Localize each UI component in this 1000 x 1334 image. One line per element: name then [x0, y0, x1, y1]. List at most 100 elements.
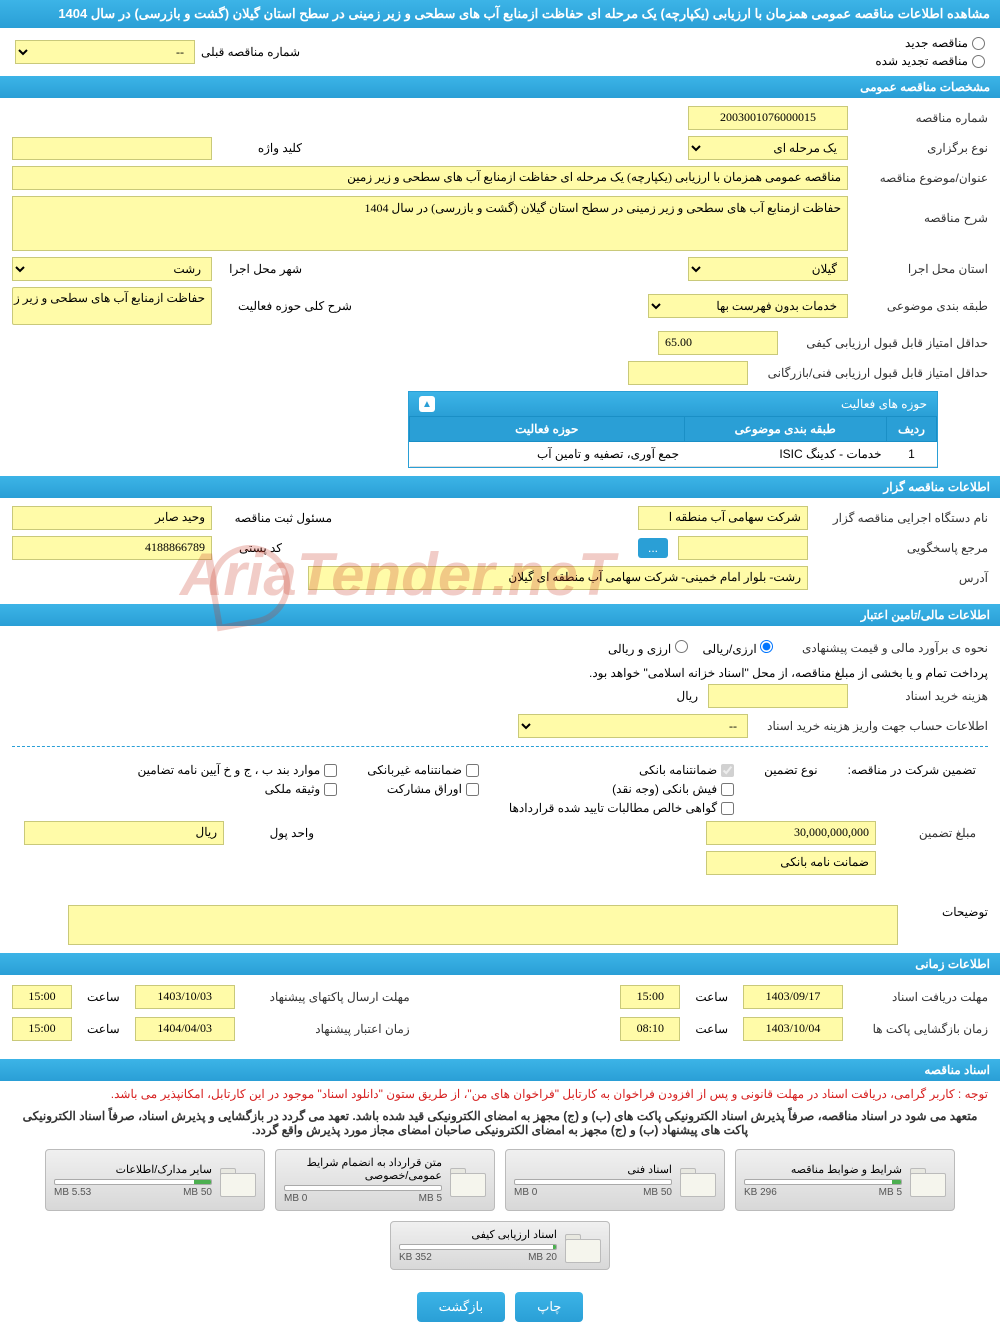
title-value: مناقصه عمومی همزمان با ارزیابی (یکپارچه)…: [12, 166, 848, 190]
property-label: وثیقه ملکی: [265, 782, 321, 796]
response-lookup-button[interactable]: ...: [638, 538, 668, 558]
receive-label: مهلت دریافت اسناد: [858, 990, 988, 1004]
receive-hour-label: ساعت: [695, 990, 728, 1004]
doc-card[interactable]: اسناد ارزیابی کیفی 20 MB 352 KB: [390, 1221, 610, 1270]
validity-date: 1404/04/03: [135, 1017, 235, 1041]
org-label: نام دستگاه اجرایی مناقصه گزار: [818, 511, 988, 525]
nonbank-guarantee-label: ضمانتنامه غیربانکی: [367, 763, 462, 777]
tender-type-row: مناقصه جدید مناقصه تجدید شده شماره مناقص…: [0, 28, 1000, 76]
participate-label: تضمین شرکت در مناقصه:: [848, 763, 976, 777]
docs-notice: توجه : کاربر گرامی، دریافت اسناد در مهلت…: [0, 1081, 1000, 1107]
new-tender-label: مناقصه جدید: [905, 36, 968, 50]
estimate-label: نحوه ی برآورد مالی و قیمت پیشنهادی: [788, 641, 988, 655]
nonbank-guarantee-check[interactable]: ضمانتنامه غیربانکی: [367, 763, 479, 777]
button-row: چاپ بازگشت: [0, 1280, 1000, 1334]
doc-card[interactable]: شرایط و ضوابط مناقصه 5 MB 296 KB: [735, 1149, 955, 1211]
account-select[interactable]: --: [518, 714, 748, 738]
folder-icon: [220, 1165, 256, 1195]
unit-value: ریال: [24, 821, 224, 845]
activity-panel-header: حوزه های فعالیت ▲: [409, 392, 937, 416]
min-quality-label: حداقل امتیاز قابل قبول ارزیابی کیفی: [788, 336, 988, 350]
net-claims-check[interactable]: گواهی خالص مطالبات تایید شده قراردادها: [509, 801, 734, 815]
doc-card[interactable]: متن قرارداد به انضمام شرایط عمومی/خصوصی …: [275, 1149, 495, 1211]
progress-bar: [284, 1185, 442, 1191]
registrar-value: وحید صابر: [12, 506, 212, 530]
send-date: 1403/10/03: [135, 985, 235, 1009]
city-select[interactable]: رشت: [12, 257, 212, 281]
notes-label: توضیحات: [908, 905, 988, 919]
docs-notice2: متعهد می شود در اسناد مناقصه، صرفاً پذیر…: [0, 1107, 1000, 1139]
activity-table: ردیف طبقه بندی موضوعی حوزه فعالیت 1 خدما…: [409, 416, 937, 467]
folder-icon: [450, 1165, 486, 1195]
new-tender-radio[interactable]: مناقصه جدید: [875, 36, 985, 50]
validity-hour-label: ساعت: [87, 1022, 120, 1036]
min-tech: [628, 361, 748, 385]
send-hour: 15:00: [12, 985, 72, 1009]
currency-label: ارزی و ریالی: [608, 642, 671, 656]
doc-card[interactable]: سایر مدارک/اطلاعات 50 MB 5.53 MB: [45, 1149, 265, 1211]
notes-textarea[interactable]: [68, 905, 898, 945]
doc-used: 0 MB: [514, 1187, 537, 1198]
desc-textarea[interactable]: حفاظت ازمنابع آب های سطحی و زیر زمینی در…: [12, 196, 848, 251]
doc-cost-unit: ریال: [676, 689, 698, 703]
registrar-label: مسئول ثبت مناقصه: [222, 511, 332, 525]
prev-tender-select[interactable]: --: [15, 40, 195, 64]
activity-desc-select[interactable]: حفاظت ازمنابع آب های سطحی و زیر زمینی در: [12, 287, 212, 325]
items-b-check[interactable]: موارد بند ب ، ج و خ آیین نامه تضامین: [138, 763, 338, 777]
doc-info: اسناد فنی 50 MB 0 MB: [514, 1163, 672, 1198]
property-check[interactable]: وثیقه ملکی: [138, 782, 338, 796]
doc-size-row: 5 MB 296 KB: [744, 1187, 902, 1198]
notes-row: توضیحات: [0, 897, 1000, 953]
progress-bar: [399, 1244, 557, 1250]
category-label: طبقه بندی موضوعی: [858, 299, 988, 313]
guarantee-section: تضمین شرکت در مناقصه: نوع تضمین ضمانتنام…: [12, 755, 988, 889]
estimate-row: نحوه ی برآورد مالی و قیمت پیشنهادی ارزی/…: [12, 634, 988, 662]
doc-card[interactable]: اسناد فنی 50 MB 0 MB: [505, 1149, 725, 1211]
doc-used: 296 KB: [744, 1187, 777, 1198]
keyword-input[interactable]: [12, 137, 212, 160]
tender-no-label: شماره مناقصه: [858, 111, 988, 125]
bank-guarantee-label: ضمانتنامه بانکی: [639, 763, 717, 777]
collapse-icon[interactable]: ▲: [419, 396, 435, 412]
doc-cards-container: شرایط و ضوابط مناقصه 5 MB 296 KB اسناد ف…: [0, 1139, 1000, 1280]
bonds-label: اوراق مشارکت: [387, 782, 462, 796]
doc-title: اسناد ارزیابی کیفی: [399, 1228, 557, 1241]
tender-no: 2003001076000015: [688, 106, 848, 130]
activity-panel-title: حوزه های فعالیت: [841, 397, 927, 411]
back-button[interactable]: بازگشت: [417, 1292, 505, 1322]
type-select[interactable]: یک مرحله ای: [688, 136, 848, 160]
col-row: ردیف: [887, 417, 937, 442]
account-label: اطلاعات حساب جهت واریز هزینه خرید اسناد: [758, 719, 988, 733]
category-select[interactable]: خدمات بدون فهرست بها: [648, 294, 848, 318]
province-select[interactable]: گیلان: [688, 257, 848, 281]
print-button[interactable]: چاپ: [515, 1292, 583, 1322]
doc-info: متن قرارداد به انضمام شرایط عمومی/خصوصی …: [284, 1156, 442, 1204]
currency-radio[interactable]: ارزی و ریالی: [608, 640, 688, 656]
cell-rowno: 1: [887, 442, 937, 467]
receive-date: 1403/09/17: [743, 985, 843, 1009]
receive-hour: 15:00: [620, 985, 680, 1009]
section-time-header: اطلاعات زمانی: [0, 953, 1000, 975]
general-form: شماره مناقصه 2003001076000015 نوع برگزار…: [0, 98, 1000, 476]
rial-radio[interactable]: ارزی/ریالی: [703, 640, 773, 656]
col-domain: حوزه فعالیت: [410, 417, 685, 442]
net-claims-label: گواهی خالص مطالبات تایید شده قراردادها: [509, 801, 717, 815]
doc-total: 5 MB: [419, 1193, 442, 1204]
postal-label: کد پستی: [222, 541, 282, 555]
doc-title: اسناد فنی: [514, 1163, 672, 1176]
prev-tender-label: شماره مناقصه قبلی: [201, 45, 300, 59]
tender-type-radios: مناقصه جدید مناقصه تجدید شده: [875, 36, 985, 68]
doc-size-row: 50 MB 5.53 MB: [54, 1187, 212, 1198]
bank-receipt-check[interactable]: فیش بانکی (وجه نقد): [509, 782, 734, 796]
bank-guarantee-check[interactable]: ضمانتنامه بانکی: [509, 763, 734, 777]
section-general-header: مشخصات مناقصه عمومی: [0, 76, 1000, 98]
cell-cat: خدمات - کدینگ ISIC: [684, 442, 886, 467]
bonds-check[interactable]: اوراق مشارکت: [367, 782, 479, 796]
validity-hour: 15:00: [12, 1017, 72, 1041]
page-title: مشاهده اطلاعات مناقصه عمومی همزمان با ار…: [0, 0, 1000, 28]
doc-title: سایر مدارک/اطلاعات: [54, 1163, 212, 1176]
province-label: استان محل اجرا: [858, 262, 988, 276]
renewed-tender-radio[interactable]: مناقصه تجدید شده: [875, 54, 985, 68]
activity-panel: حوزه های فعالیت ▲ ردیف طبقه بندی موضوعی …: [408, 391, 938, 468]
section-owner-header: اطلاعات مناقصه گزار: [0, 476, 1000, 498]
